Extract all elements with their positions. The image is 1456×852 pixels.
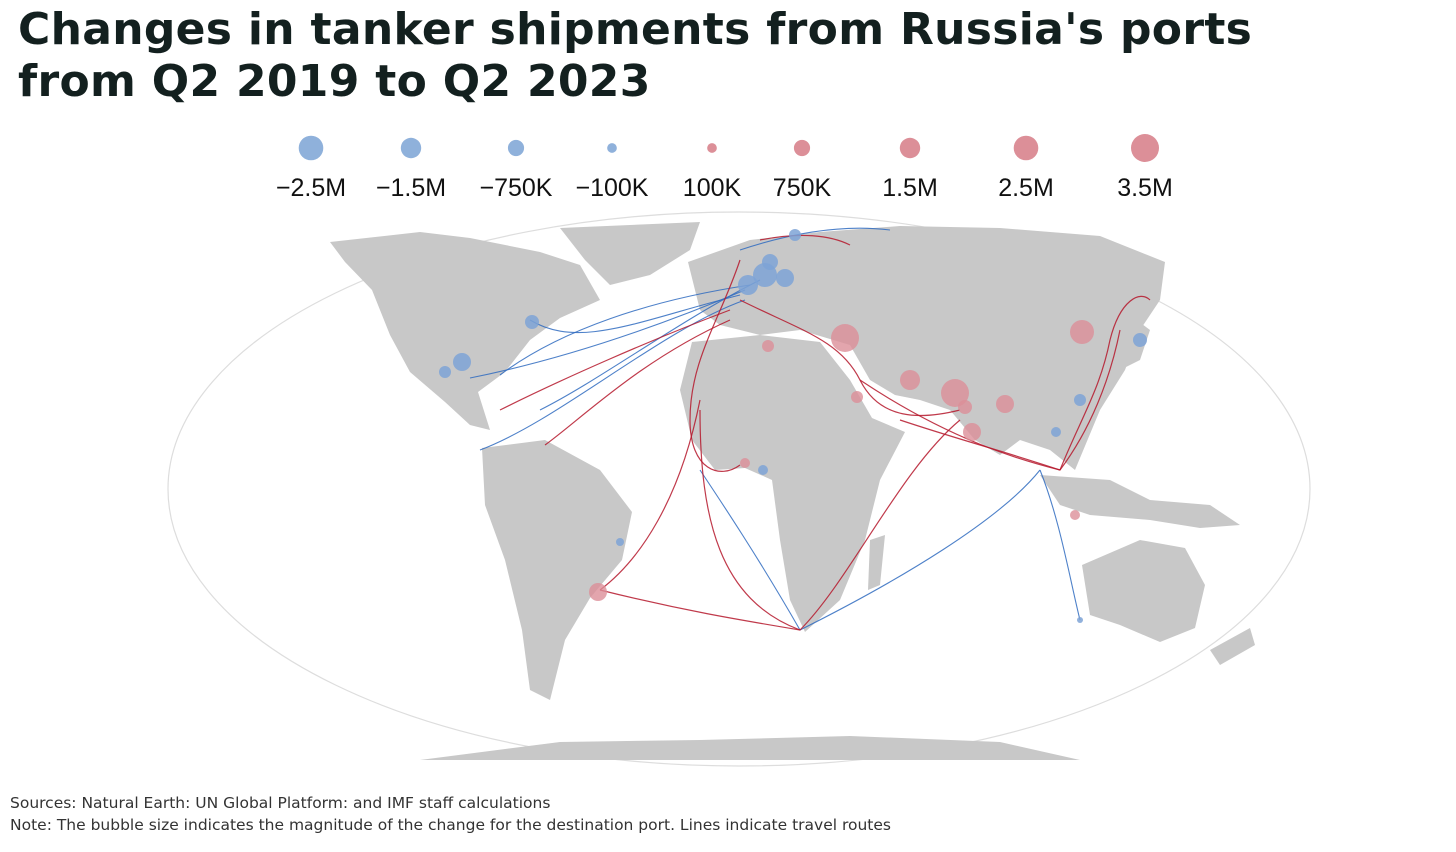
legend-bubble [707,143,717,153]
legend-bubble [298,135,324,161]
legend-bubble [400,137,422,159]
legend-label: 3.5M [1117,174,1173,202]
legend-bubble [1013,135,1039,161]
legend-label: −2.5M [276,174,346,202]
routes [469,227,1151,631]
title-line: Changes in tanker shipments from Russia'… [18,4,1253,55]
legend-bubble [607,143,617,153]
legend-bubble [507,139,525,157]
legend-label: −750K [480,174,553,202]
legend-bubble [793,139,811,157]
land [330,222,1255,760]
legend-bubble [1131,134,1159,162]
legend-label: −1.5M [376,174,446,202]
legend-label: −100K [576,174,649,202]
title: Changes in tanker shipments from Russia'… [18,4,1252,108]
legend-label: 100K [683,174,742,202]
ports [439,229,1147,623]
map-frame [167,211,1311,767]
note: Note: The bubble size indicates the magn… [10,816,891,834]
legend-label: 2.5M [998,174,1054,202]
sources: Sources: Natural Earth: UN Global Platfo… [10,794,551,812]
legend-bubble [899,137,921,159]
legend-label: 750K [773,174,832,202]
legend-label: 1.5M [882,174,938,202]
title-line: from Q2 2019 to Q2 2023 [18,56,651,107]
